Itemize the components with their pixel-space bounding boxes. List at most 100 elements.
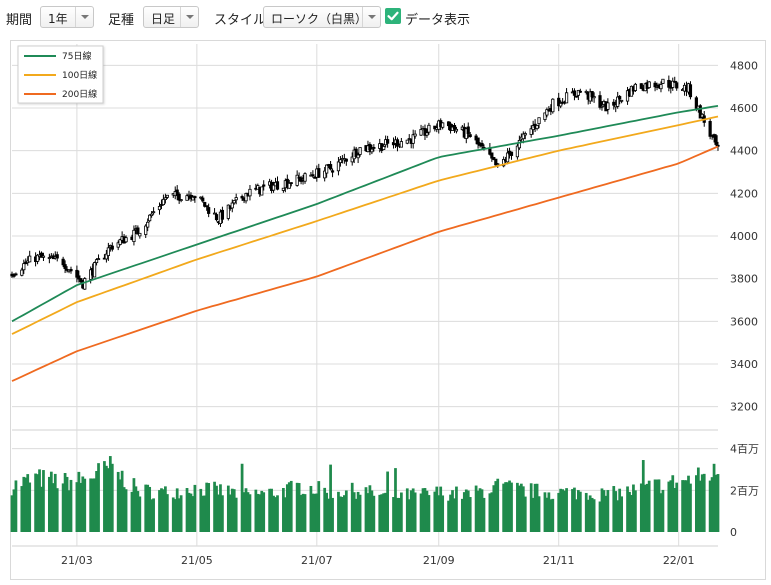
volume-bar: [586, 499, 590, 532]
candle-body: [271, 184, 276, 191]
candle-body: [35, 254, 40, 262]
volume-bar: [543, 492, 547, 532]
data-display-label[interactable]: データ表示: [405, 13, 471, 28]
candle-body: [230, 202, 234, 209]
candle-body: [454, 128, 459, 132]
volume-bar: [75, 482, 79, 532]
candle-body: [368, 143, 372, 151]
candle-body: [441, 122, 445, 128]
volume-bar: [242, 492, 246, 532]
date-tick-label: 21/07: [301, 554, 333, 567]
volume-bar: [226, 485, 230, 532]
volume-bar: [647, 480, 651, 532]
chevron-down-icon: [180, 7, 198, 27]
volume-bar: [256, 493, 260, 532]
candle-body: [714, 135, 718, 145]
candle-body: [323, 170, 327, 179]
volume-bar: [173, 499, 177, 532]
volume-bar: [219, 484, 222, 532]
candle-body: [148, 214, 152, 222]
volume-axis: 0 2百万 4百万: [730, 443, 759, 539]
volume-bar: [529, 483, 533, 532]
candle-body: [480, 142, 484, 147]
volume-bar: [368, 485, 372, 532]
volume-bar: [366, 493, 370, 532]
style-select[interactable]: ローソク（白黒）: [263, 6, 381, 28]
date-axis: 21/03 21/05 21/07 21/09 21/11 22/01: [61, 554, 694, 567]
volume-bar: [146, 484, 150, 532]
volume-bar: [55, 488, 59, 532]
volume-bar: [464, 489, 468, 532]
candle-body: [150, 213, 154, 216]
candle-body: [39, 252, 44, 258]
period-select[interactable]: 1年: [40, 6, 94, 28]
volume-bar: [447, 500, 450, 532]
volume-bar: [604, 495, 608, 532]
candle-body: [590, 91, 594, 98]
volume-bar: [521, 486, 525, 532]
volume-bar: [496, 478, 500, 532]
candle-body: [344, 158, 348, 162]
candle-body: [633, 83, 638, 91]
type-select[interactable]: 日足: [143, 6, 199, 28]
volume-bar: [38, 469, 41, 532]
volume-bar: [616, 500, 620, 532]
volume-bar: [221, 495, 224, 532]
volume-bar: [177, 498, 181, 532]
volume-bar: [179, 495, 183, 532]
volume-bar: [299, 495, 303, 532]
volume-bar: [696, 467, 700, 532]
volume-bar: [708, 480, 712, 532]
volume-bar: [285, 484, 289, 532]
candle-body: [423, 128, 427, 136]
candle-body: [598, 95, 602, 108]
volume-bar: [516, 482, 519, 532]
candle-body: [336, 161, 341, 172]
volume-bar: [630, 494, 633, 532]
candle-body: [492, 157, 496, 160]
volume-bar: [193, 484, 197, 532]
volume-bar: [289, 480, 293, 532]
volume-bar: [162, 489, 165, 532]
volume-bar: [213, 481, 216, 532]
volume-bar: [171, 497, 175, 532]
volume-bar: [83, 478, 87, 532]
volume-bar: [268, 488, 271, 532]
volume-bar: [187, 492, 191, 532]
volume-bar: [502, 483, 506, 532]
candle-body: [41, 255, 46, 258]
volume-bar: [270, 488, 273, 532]
candle-body: [214, 214, 219, 221]
volume-bar: [303, 494, 307, 532]
candle-body: [185, 195, 189, 201]
volume-bar: [700, 474, 704, 532]
volume-bar: [439, 486, 443, 532]
volume-bar: [49, 471, 53, 532]
candle-body: [358, 147, 362, 155]
candle-body: [572, 90, 577, 96]
volume-bar: [205, 482, 209, 532]
candle-body: [688, 84, 693, 98]
price-tick-label: 3800: [730, 273, 758, 286]
volume-bar: [478, 488, 482, 532]
volume-bar: [108, 456, 112, 532]
candle-body: [138, 232, 142, 237]
candle-body: [260, 186, 264, 196]
candle-body: [55, 254, 59, 259]
candle-body: [110, 245, 114, 250]
candle-body: [529, 128, 533, 135]
volume-bar: [175, 488, 179, 532]
candle-body: [226, 204, 230, 219]
candle-body: [22, 263, 26, 271]
candle-body: [104, 253, 108, 260]
candle-body: [574, 95, 579, 98]
volume-bar: [258, 494, 262, 532]
volume-bar: [244, 488, 248, 532]
candle-body: [659, 84, 663, 90]
volume-bar: [480, 489, 484, 532]
price-candles: [10, 75, 720, 290]
period-label: 期間: [6, 13, 33, 28]
data-display-checkbox[interactable]: [385, 8, 401, 24]
candle-body: [576, 90, 580, 96]
period-select-value: 1年: [48, 12, 68, 26]
